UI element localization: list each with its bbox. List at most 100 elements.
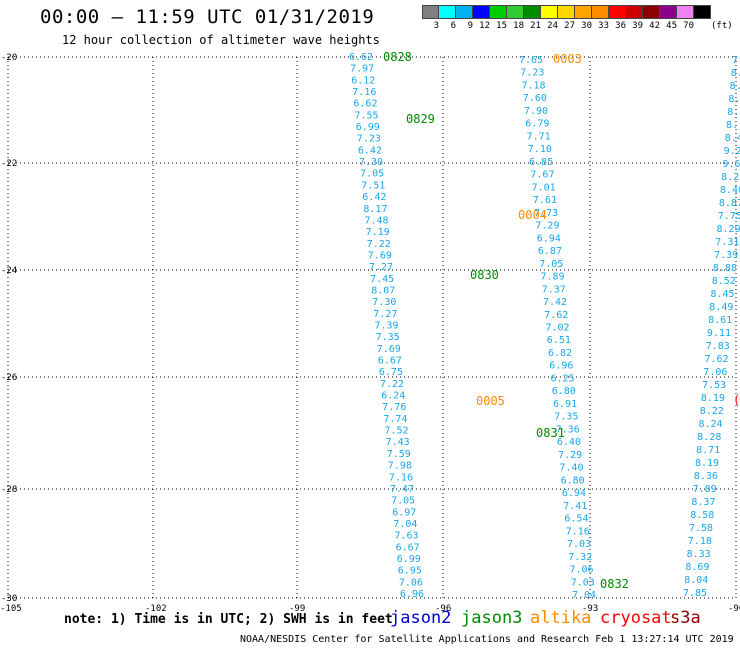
track-a-value: 7.55 [355,110,379,121]
track-a-value: 7.74 [383,414,407,425]
longitude-label: -93 [582,604,598,614]
latitude-label: -28 [1,485,17,495]
legend-s3a: s3a [670,608,701,628]
color-scale-tick-label: 15 [496,21,507,31]
track-c-value: 8.33 [687,549,711,560]
pass-label: 0828 [383,50,412,64]
longitude-label: -102 [145,604,167,614]
track-b-value: 7.03 [571,577,595,588]
track-a-value: 7.23 [357,134,381,145]
track-c-value: 7.89 [693,484,717,495]
track-b-value: 7.62 [544,310,568,321]
track-b-value: 7.65 [519,55,543,66]
map-axis-labels: -20 -22 -24 -26 -28 -30-105 -102 -99 -96 -93 -90 [0,53,740,614]
track-a-value: 6.62 [353,99,377,110]
color-scale-swatch [609,5,626,19]
track-b-value: 7.18 [522,81,546,92]
longitude-label: -90 [728,604,740,614]
altimeter-tracks: 6.627.976.127.166.627.556.997.236.427.30… [349,52,740,601]
track-c-value: 7.06 [703,367,727,378]
track-c-value: 8.37 [691,497,715,508]
track-a-value: 6.67 [396,542,420,553]
track-b-value: 6.85 [529,157,553,168]
track-b-value: 7.73 [534,208,558,219]
pass-label: 0003 [553,52,582,66]
legend-altika: altika [530,608,592,628]
track-a-value: 7.43 [386,437,410,448]
track-c-value: 8.40 [720,185,740,196]
track-b-value: 6.82 [548,348,572,359]
page-subtitle: 12 hour collection of altimeter wave hei… [62,33,380,47]
track-c-value: 8.04 [684,575,708,586]
track-c-value: 7.53 [702,380,726,391]
track-c-value: 8.71 [696,445,720,456]
color-scale-swatch [592,5,609,19]
track-a-value: 6.97 [392,507,416,518]
track-c-value: 7.62 [705,354,729,365]
page-title: 00:00 – 11:59 UTC 01/31/2019 [40,6,375,28]
pass-labels: 0828 0829 0830 0831 0832 0003 0004 0005 [383,50,629,591]
track-b-value: 6.94 [537,233,561,244]
track-c-value: 7. [732,55,740,66]
color-scale-bar [422,5,711,19]
track-b-value: 6.25 [551,374,575,385]
track-b-value: 6.54 [564,514,588,525]
track-c-value: 8. [731,68,740,79]
color-scale-tick-label: 45 [666,21,677,31]
track-b-value: 7.06 [570,565,594,576]
track-c-value: 8.22 [700,406,724,417]
track-c-value: 8. [726,120,738,131]
track-c-value: 8.88 [713,263,737,274]
longitude-label: -105 [0,604,22,614]
track-a-value: 7.06 [399,577,423,588]
track-c-value: 8.45 [711,289,735,300]
color-scale-swatch [643,5,660,19]
color-scale-swatch [456,5,473,19]
track-a-value: 6.95 [398,566,422,577]
color-scale-tick-label: 21 [530,21,541,31]
edge-mark: ( [733,393,740,407]
latitude-label: -26 [1,373,17,383]
track-a-value: 7.16 [389,472,413,483]
track-c-value: 8. [728,94,740,105]
color-scale-tick-label: 27 [564,21,575,31]
track-c-value: 7.18 [688,536,712,547]
longitude-label: -96 [435,604,451,614]
color-scale-tick-label: 9 [467,21,473,31]
track-a-value: 6.96 [400,589,424,600]
color-scale-tick-label: 39 [632,21,643,31]
track-b-value: 7.16 [566,526,590,537]
track-b-value: 7.03 [567,539,591,550]
legend-jason3: jason3 [461,608,523,628]
track-a-value: 7.27 [373,309,397,320]
pass-label: 0005 [476,394,505,408]
track-c-value: 8.2 [721,172,739,183]
track-a-value: 6.42 [358,145,382,156]
color-scale-swatch [422,5,439,19]
track-b-value: 6.79 [525,119,549,130]
color-scale-tick-label: 12 [479,21,490,31]
latitude-label: -22 [1,159,17,169]
color-scale-tick-label: 18 [513,21,524,31]
color-scale-labels: 3 6 9 12 15 18 21 24 27 30 33 36 39 42 45 70 [422,21,694,31]
track-c-value: 9.2 [724,146,740,157]
track-b-value: 7.42 [543,297,567,308]
track-b-value: 7.04 [572,590,596,601]
track-c-value: 8.36 [694,471,718,482]
track-a-value: 7.76 [382,402,406,413]
track-c-value: 8. [727,107,739,118]
track-a-value: 7.69 [368,251,392,262]
legend-jason2: jason2 [390,608,452,628]
track-c-value: 8. [730,81,740,92]
track-a-value: 7.19 [366,227,390,238]
track-c-value: 8.24 [699,419,723,430]
track-a-value: 7.22 [380,379,404,390]
track-b-value: 7.10 [528,144,552,155]
color-scale-tick-label: 3 [433,21,439,31]
track-b-value: 6.80 [561,475,585,486]
pass-label: 0830 [470,268,499,282]
color-scale-tick-label: 30 [581,21,592,31]
color-scale-swatch [694,5,711,19]
track-a-value: 7.16 [352,87,376,98]
